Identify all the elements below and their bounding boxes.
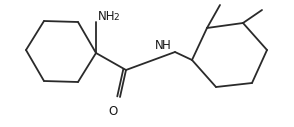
Text: O: O <box>108 105 118 118</box>
Text: NH: NH <box>98 10 116 23</box>
Text: H: H <box>162 39 171 52</box>
Text: N: N <box>155 39 164 52</box>
Text: 2: 2 <box>113 13 118 22</box>
